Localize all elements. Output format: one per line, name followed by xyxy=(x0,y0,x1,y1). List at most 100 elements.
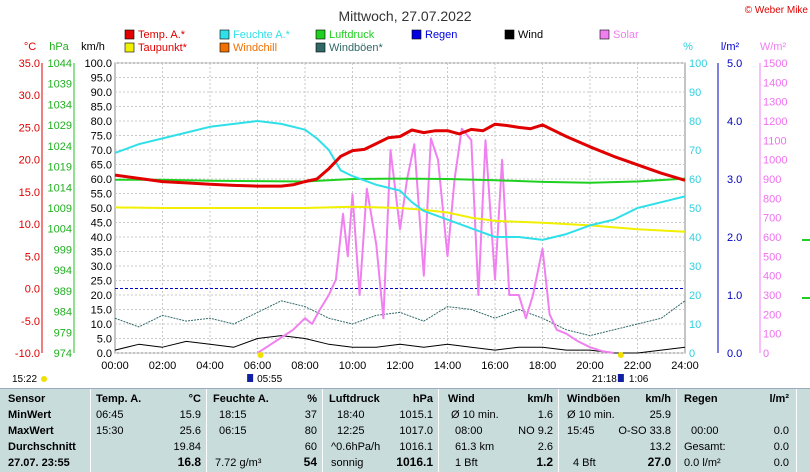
hpa-tick-label: 1039 xyxy=(48,79,72,91)
kmh-tick-label: 30.0 xyxy=(91,261,112,273)
wind-column: Wind km/h Ø 10 min. 1.6 08:00 NO 9.2 61.… xyxy=(438,389,559,472)
temp-current-value: 16.8 xyxy=(177,455,201,469)
pct-tick-label: 20 xyxy=(689,290,701,302)
pct-tick-label: 50 xyxy=(689,203,701,215)
kmh-tick-label: 10.0 xyxy=(91,319,112,331)
temp-avg-value: 19.84 xyxy=(173,441,201,453)
copyright-text: © Weber Mike xyxy=(745,5,809,16)
wind-distance: 61.3 km xyxy=(455,441,495,453)
kmh-tick-label: 15.0 xyxy=(91,305,112,317)
press-min-time: 18:40 xyxy=(337,409,365,421)
x-tick-label: 02:00 xyxy=(149,360,177,372)
rain-total-label: Gesamt: xyxy=(684,441,726,453)
temp-unit: °C xyxy=(188,393,201,405)
temp-tick-label: 5.0 xyxy=(25,251,40,263)
solar-tick-label: 400 xyxy=(763,271,781,283)
legend-label: Windböen* xyxy=(329,42,384,54)
kmh-tick-label: 40.0 xyxy=(91,232,112,244)
hpa-tick-label: 1014 xyxy=(48,182,72,194)
solar-tick-label: 900 xyxy=(763,174,781,186)
row-label-min: MinWert xyxy=(8,409,52,421)
solar-tick-label: 1400 xyxy=(763,77,787,89)
pct-tick-label: 100 xyxy=(689,58,707,70)
hum-avg-value: 60 xyxy=(304,441,317,453)
rain-tick-label: 4.0 xyxy=(727,116,742,128)
legend-label: Regen xyxy=(425,29,457,41)
summary-table: Sensor MinWert MaxWert Durchschnitt 27.0… xyxy=(0,388,810,472)
press-min-value: 1015.1 xyxy=(399,409,433,421)
rain-tick-label: 2.0 xyxy=(727,232,742,244)
solar-tick-label: 600 xyxy=(763,232,781,244)
row-label-max: MaxWert xyxy=(8,425,54,437)
legend-label: Solar xyxy=(613,29,639,41)
kmh-tick-label: 5.0 xyxy=(97,334,112,346)
solar-tick-label: 500 xyxy=(763,251,781,263)
hpa-tick-label: 999 xyxy=(54,244,72,256)
hpa-tick-label: 984 xyxy=(54,307,72,319)
pressure-column: Luftdruck hPa 18:40 1015.1 12:25 1017.0 … xyxy=(322,389,439,472)
kmh-tick-label: 0.0 xyxy=(97,348,112,360)
table-edge xyxy=(796,389,810,472)
hpa-tick-label: 1009 xyxy=(48,203,72,215)
row-label-current: 27.07. 23:55 xyxy=(8,457,70,469)
moon-icon xyxy=(41,376,47,382)
solar-tick-label: 200 xyxy=(763,309,781,321)
x-tick-label: 12:00 xyxy=(386,360,414,372)
moonset-label: 1:06 xyxy=(629,374,649,385)
wind-unit: km/h xyxy=(527,393,553,405)
solar-tick-label: 100 xyxy=(763,329,781,341)
sunrise-marker xyxy=(247,374,254,382)
temp-min-time: 06:45 xyxy=(96,409,124,421)
pct-tick-label: 40 xyxy=(689,232,701,244)
legend-label: Wind xyxy=(518,29,543,41)
hum-min-time: 18:15 xyxy=(219,409,247,421)
x-tick-label: 18:00 xyxy=(529,360,557,372)
hpa-tick-label: 1029 xyxy=(48,120,72,132)
row-label-avg: Durchschnitt xyxy=(8,441,76,453)
solar-tick-label: 1100 xyxy=(763,135,787,147)
legend-swatch xyxy=(219,42,230,53)
press-header: Luftdruck xyxy=(329,393,380,405)
rain-axis-unit: l/m² xyxy=(721,41,740,53)
temp-tick-label: 25.0 xyxy=(19,122,40,134)
gust-max-time: 15:45 xyxy=(567,425,595,437)
legend-swatch xyxy=(411,29,422,40)
x-tick-label: 06:00 xyxy=(244,360,272,372)
wind-current-value: 1.2 xyxy=(536,455,553,469)
row-label-sensor: Sensor xyxy=(8,393,46,405)
press-condition: sonnig xyxy=(331,457,364,469)
press-max-time: 12:25 xyxy=(337,425,365,437)
press-trend: ^0.6hPa/h xyxy=(331,441,381,453)
kmh-tick-label: 35.0 xyxy=(91,247,112,259)
hpa-tick-label: 1004 xyxy=(48,224,72,236)
x-tick-label: 20:00 xyxy=(576,360,604,372)
pct-tick-label: 80 xyxy=(689,116,701,128)
solar-tick-label: 0 xyxy=(763,348,769,360)
temp-tick-label: 10.0 xyxy=(19,219,40,231)
gust-daily-avg: 13.2 xyxy=(649,441,671,453)
legend-label: Luftdruck xyxy=(329,29,375,41)
hpa-tick-label: 994 xyxy=(54,265,72,277)
temp-tick-label: 0.0 xyxy=(25,284,40,296)
chart-axes: 100.095.090.085.080.075.070.065.060.055.… xyxy=(15,58,810,372)
x-tick-label: 16:00 xyxy=(481,360,509,372)
temp-tick-label: 35.0 xyxy=(19,58,40,70)
legend-swatch xyxy=(219,29,230,40)
wind-bft: 1 Bft xyxy=(455,457,478,469)
legend-label: Windchill xyxy=(233,42,277,54)
kmh-tick-label: 80.0 xyxy=(91,116,112,128)
solar-tick-label: 1500 xyxy=(763,58,787,70)
kmh-tick-label: 90.0 xyxy=(91,87,112,99)
gust-avg-label: Ø 10 min. xyxy=(567,409,615,421)
rain-amount: 0.0 l/m² xyxy=(684,457,721,469)
temp-tick-label: 15.0 xyxy=(19,187,40,199)
series-solar xyxy=(256,127,614,354)
rain-max-value: 0.0 xyxy=(773,425,789,437)
gust-max-value: O-SO 33.8 xyxy=(618,425,671,437)
sunrise-label: 05:55 xyxy=(257,374,282,385)
temp-tick-label: 30.0 xyxy=(19,90,40,102)
kmh-tick-label: 60.0 xyxy=(91,174,112,186)
hum-max-value: 80 xyxy=(304,425,317,437)
temp-header: Temp. A. xyxy=(96,393,142,405)
hum-max-time: 06:15 xyxy=(219,425,247,437)
